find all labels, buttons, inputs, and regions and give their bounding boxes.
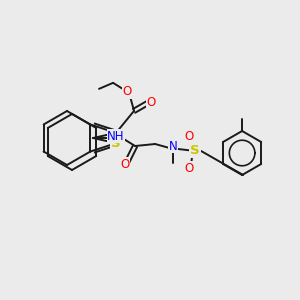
Text: S: S bbox=[111, 137, 121, 150]
Text: NH: NH bbox=[107, 130, 125, 142]
Text: O: O bbox=[121, 158, 130, 170]
Text: O: O bbox=[122, 85, 132, 98]
Text: N: N bbox=[169, 140, 178, 152]
Text: O: O bbox=[184, 161, 194, 175]
Text: S: S bbox=[190, 143, 200, 157]
Text: O: O bbox=[184, 130, 194, 142]
Text: O: O bbox=[146, 96, 156, 109]
